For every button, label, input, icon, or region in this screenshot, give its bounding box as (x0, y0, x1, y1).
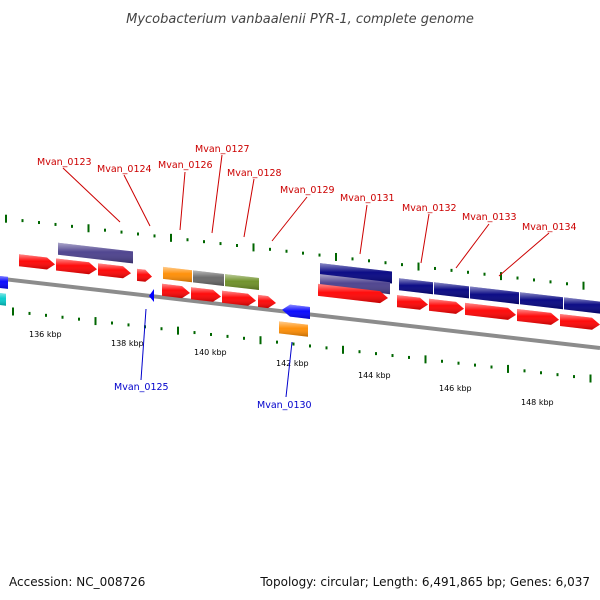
gene-feature-shading (397, 295, 428, 310)
gene-label-mvan-0124: Mvan_0124 (97, 164, 152, 175)
gene-feature-shading (564, 297, 600, 314)
leader-line (455, 223, 490, 269)
gene-label-mvan-0125: Mvan_0125 (114, 382, 169, 393)
forward-gene-labels: Mvan_0123 Mvan_0124 Mvan_0126 Mvan_0127 … (37, 144, 577, 277)
outer-tick-marks (5, 214, 585, 290)
gene-label-mvan-0127: Mvan_0127 (195, 144, 250, 155)
scale-label-140: 140 kbp (194, 348, 227, 357)
gene-label-mvan-0131: Mvan_0131 (340, 193, 395, 204)
leader-line (271, 196, 308, 242)
scale-label-148: 148 kbp (521, 398, 554, 407)
scale-label-146: 146 kbp (439, 384, 472, 393)
gene-feature-shading (320, 274, 390, 295)
gene-label-mvan-0134: Mvan_0134 (522, 222, 577, 233)
scale-label-142: 142 kbp (276, 359, 309, 368)
leader-line (243, 178, 255, 238)
leader-line (123, 174, 151, 227)
leader-line (62, 167, 121, 223)
gene-feature-shading (98, 263, 131, 279)
leader-line (359, 204, 368, 255)
gene-feature-shading (137, 268, 152, 282)
gene-feature-shading (520, 292, 563, 310)
gene-feature-shading (429, 298, 464, 314)
gene-feature-shading (279, 321, 308, 337)
leader-line (498, 232, 550, 277)
leader-line (285, 341, 293, 398)
scale-labels: 136 kbp 138 kbp 140 kbp 142 kbp 144 kbp … (29, 330, 554, 407)
gene-feature-shading (193, 270, 224, 286)
gene-feature-shading (434, 282, 469, 299)
gene-feature-shading (318, 283, 388, 304)
leader-line (179, 171, 186, 231)
gene-feature-shading (470, 286, 519, 305)
scale-label-136: 136 kbp (29, 330, 62, 339)
gene-feature-shading (465, 302, 516, 320)
leader-line (211, 154, 223, 234)
gene-feature-shading (19, 254, 55, 270)
gene-label-mvan-0123: Mvan_0123 (37, 157, 92, 168)
gene-label-mvan-0126: Mvan_0126 (158, 160, 213, 171)
accession-text: Accession: NC_008726 (9, 575, 145, 589)
gene-feature-shading (191, 287, 221, 302)
gene-feature-shading (163, 266, 192, 283)
gene-label-mvan-0129: Mvan_0129 (280, 185, 335, 196)
gene-feature-shading (560, 314, 600, 330)
gene-feature-shading (162, 283, 190, 299)
gene-feature-shading (225, 274, 259, 290)
gene-feature-shading (399, 278, 433, 295)
gene-feature (149, 289, 154, 302)
reverse-gene-labels: Mvan_0125 Mvan_0130 (114, 308, 312, 411)
gene-label-mvan-0133: Mvan_0133 (462, 212, 517, 223)
map-title: Mycobacterium vanbaalenii PYR-1, complet… (126, 12, 474, 27)
gene-feature-shading (58, 242, 133, 264)
gene-feature-shading (320, 263, 392, 284)
gene-feature-shading (56, 258, 97, 275)
gene-label-mvan-0128: Mvan_0128 (227, 168, 282, 179)
gene-label-mvan-0132: Mvan_0132 (402, 203, 457, 214)
gene-feature-shading (222, 290, 256, 306)
scale-label-144: 144 kbp (358, 371, 391, 380)
gene-feature-shading (517, 309, 559, 325)
gene-feature-shading (0, 275, 8, 289)
scale-label-138: 138 kbp (111, 339, 144, 348)
gene-label-mvan-0130: Mvan_0130 (257, 400, 312, 411)
leader-line (140, 308, 147, 381)
gene-feature-shading (258, 294, 276, 309)
leader-line (420, 213, 430, 264)
gene-feature-shading (282, 304, 310, 319)
genome-summary-text: Topology: circular; Length: 6,491,865 bp… (259, 575, 590, 589)
gene-features (0, 242, 600, 337)
gene-feature-shading (0, 292, 6, 306)
